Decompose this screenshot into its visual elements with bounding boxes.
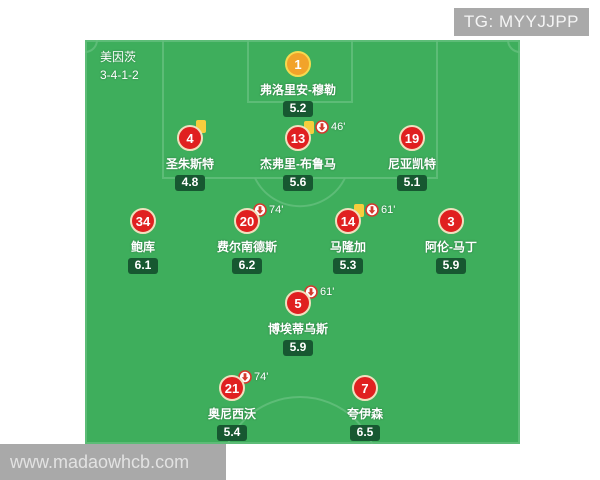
player-name: 夸伊森 xyxy=(346,407,383,421)
player-name: 奥尼西沃 xyxy=(207,407,256,421)
player-marker: 13 46' xyxy=(285,120,345,151)
player-marker: 19 xyxy=(399,125,425,151)
player-13[interactable]: 13 46' 杰弗里-布鲁马 5.6 xyxy=(238,120,358,191)
player-rating: 6.5 xyxy=(349,425,381,441)
team-name: 美因茨 xyxy=(100,50,137,64)
player-badges: 46' xyxy=(304,120,345,134)
player-number: 21 xyxy=(224,380,240,396)
player-21[interactable]: 21 74' 奥尼西沃 5.4 xyxy=(172,370,292,441)
substituted-off-icon xyxy=(365,203,379,217)
player-number-circle: 3 xyxy=(438,208,464,234)
football-pitch: 美因茨 3-4-1-2 1 弗洛里安-穆勒 5.2 4 圣朱斯特 4.8 xyxy=(85,40,520,444)
player-rating: 5.4 xyxy=(216,425,248,441)
site-watermark: www.madaowhcb.com xyxy=(0,444,226,480)
player-marker: 5 61' xyxy=(285,285,334,316)
player-marker: 3 xyxy=(438,208,464,234)
player-rating: 6.2 xyxy=(231,258,263,274)
player-number: 19 xyxy=(404,130,420,146)
player-5[interactable]: 5 61' 博埃蒂乌斯 5.9 xyxy=(238,285,358,356)
player-19[interactable]: 19 尼亚凯特 5.1 xyxy=(352,125,472,191)
player-1-goalkeeper[interactable]: 1 弗洛里安-穆勒 5.2 xyxy=(238,51,358,117)
player-name: 阿伦-马丁 xyxy=(425,240,477,254)
sub-minute: 46' xyxy=(331,121,346,133)
sub-minute: 61' xyxy=(320,286,335,298)
player-rating: 5.9 xyxy=(435,258,467,274)
player-number-circle: 4 xyxy=(177,125,203,151)
player-marker: 14 61' xyxy=(335,203,395,234)
player-name: 马隆加 xyxy=(329,240,366,254)
team-info: 美因茨 3-4-1-2 xyxy=(100,48,139,84)
player-3[interactable]: 3 阿伦-马丁 5.9 xyxy=(391,208,511,274)
team-formation: 3-4-1-2 xyxy=(100,68,139,82)
player-number-circle: 14 xyxy=(335,208,361,234)
player-marker: 1 xyxy=(285,51,311,77)
player-number-circle: 20 xyxy=(234,208,260,234)
player-rating: 5.1 xyxy=(396,175,428,191)
player-14[interactable]: 14 61' 马隆加 5.3 xyxy=(288,203,408,274)
player-number: 34 xyxy=(135,213,151,229)
player-number: 7 xyxy=(361,380,369,396)
player-number: 13 xyxy=(290,130,306,146)
player-rating: 5.3 xyxy=(332,258,364,274)
player-name: 弗洛里安-穆勒 xyxy=(260,83,336,97)
player-marker: 34 xyxy=(130,208,156,234)
player-34[interactable]: 34 鲍库 6.1 xyxy=(85,208,203,274)
yellow-card-icon xyxy=(304,120,314,134)
player-number: 3 xyxy=(447,213,455,229)
player-rating: 4.8 xyxy=(174,175,206,191)
player-number-circle: 1 xyxy=(285,51,311,77)
player-badges: 61' xyxy=(354,203,395,217)
player-number: 4 xyxy=(186,130,194,146)
telegram-watermark: TG: MYYJJPP xyxy=(453,8,589,36)
player-4[interactable]: 4 圣朱斯特 4.8 xyxy=(130,120,250,191)
player-rating: 5.6 xyxy=(282,175,314,191)
substituted-off-icon xyxy=(315,120,329,134)
sub-minute: 74' xyxy=(254,371,269,383)
player-name: 费尔南德斯 xyxy=(216,240,277,254)
yellow-card-icon xyxy=(196,120,206,133)
player-number-circle: 5 xyxy=(285,290,311,316)
sub-minute: 74' xyxy=(269,204,284,216)
player-number: 5 xyxy=(294,295,302,311)
player-name: 博埃蒂乌斯 xyxy=(267,322,328,336)
player-marker: 21 74' xyxy=(219,370,268,401)
player-7[interactable]: 7 夸伊森 6.5 xyxy=(305,375,425,441)
player-number-circle: 21 xyxy=(219,375,245,401)
player-number: 1 xyxy=(294,56,302,72)
player-name: 圣朱斯特 xyxy=(165,157,214,171)
player-marker: 4 xyxy=(177,120,206,151)
player-rating: 5.9 xyxy=(282,340,314,356)
player-number-circle: 19 xyxy=(399,125,425,151)
player-name: 鲍库 xyxy=(130,240,155,254)
player-badges xyxy=(196,120,207,133)
yellow-card-icon xyxy=(354,203,364,217)
player-number-circle: 13 xyxy=(285,125,311,151)
player-rating: 6.1 xyxy=(127,258,159,274)
player-name: 杰弗里-布鲁马 xyxy=(260,157,336,171)
player-number: 20 xyxy=(239,213,255,229)
player-number-circle: 34 xyxy=(130,208,156,234)
player-rating: 5.2 xyxy=(282,101,314,117)
sub-minute: 61' xyxy=(381,204,396,216)
player-number-circle: 7 xyxy=(352,375,378,401)
player-marker: 7 xyxy=(352,375,378,401)
player-20[interactable]: 20 74' 费尔南德斯 6.2 xyxy=(187,203,307,274)
player-number: 14 xyxy=(340,213,356,229)
player-marker: 20 74' xyxy=(234,203,283,234)
player-name: 尼亚凯特 xyxy=(387,157,436,171)
